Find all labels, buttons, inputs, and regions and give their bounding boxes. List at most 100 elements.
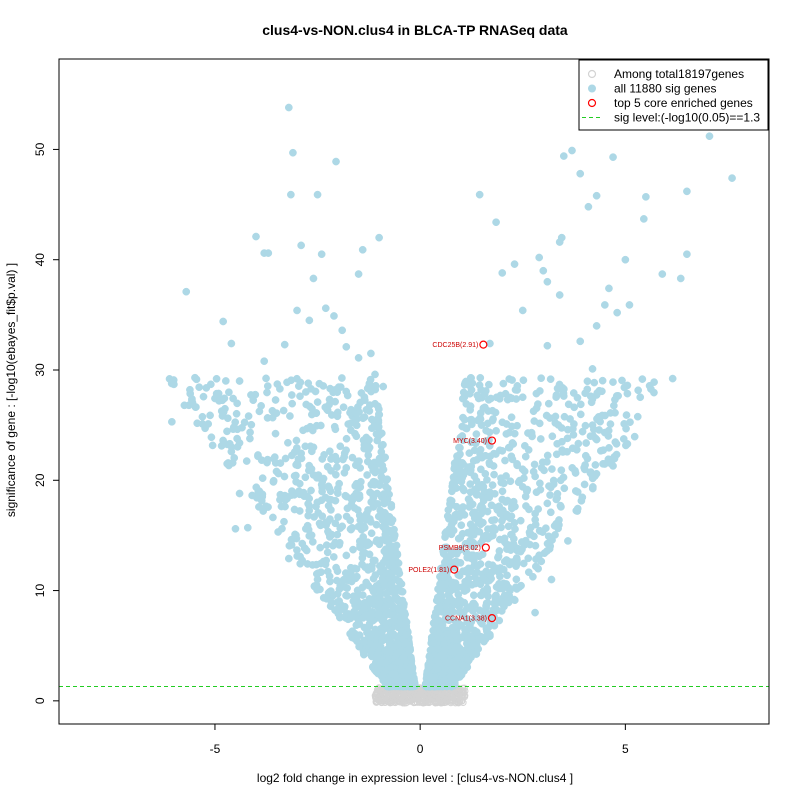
sig-point [195, 383, 204, 392]
sig-point [430, 620, 439, 629]
sig-point [492, 503, 501, 512]
sig-point [658, 270, 667, 278]
sig-point [536, 527, 545, 535]
core-gene-label: CDC25B(2.91) [432, 342, 478, 349]
sig-point [571, 487, 580, 495]
sig-point [522, 502, 530, 510]
sig-point [546, 508, 555, 517]
sig-point [474, 518, 483, 527]
sig-point [365, 436, 373, 444]
plot-frame [58, 58, 770, 725]
sig-point [325, 588, 334, 596]
sig-point [497, 478, 506, 487]
sig-point [509, 534, 518, 543]
sig-point [401, 631, 410, 639]
sig-point [396, 666, 405, 674]
sig-point [339, 403, 348, 412]
sig-point [354, 522, 363, 531]
sig-point [621, 255, 630, 264]
sig-point [477, 483, 486, 491]
sig-point [287, 391, 296, 399]
sig-point [446, 610, 455, 618]
sig-point [480, 608, 489, 617]
sig-point [592, 322, 601, 330]
sig-point [375, 600, 383, 609]
sig-point [269, 478, 278, 486]
core-gene-point [479, 340, 488, 349]
core-gene-point [450, 565, 459, 574]
sig-point [281, 502, 289, 511]
sig-point [449, 526, 458, 535]
sig-point [305, 494, 314, 503]
sig-point [591, 461, 600, 469]
sig-point [355, 631, 364, 639]
sig-point [557, 233, 566, 242]
sig-point [448, 487, 456, 496]
core-gene-point [487, 614, 497, 623]
sig-point [518, 465, 527, 474]
sig-point [271, 459, 280, 467]
sig-point [255, 407, 264, 416]
sig-point [244, 412, 253, 420]
sig-point [458, 422, 467, 431]
sig-point [387, 581, 396, 589]
sig-point [258, 474, 267, 483]
sig-point [298, 539, 307, 548]
sig-point [510, 518, 519, 527]
sig-point [351, 482, 360, 490]
sig-point [323, 548, 332, 557]
sig-point [496, 572, 504, 581]
sig-point [305, 461, 314, 470]
sig-point [467, 438, 476, 447]
sig-point [293, 306, 301, 315]
sig-point [387, 503, 396, 511]
sig-point [581, 421, 590, 430]
sig-point [467, 567, 475, 576]
sig-point [342, 342, 351, 351]
sig-point [459, 608, 468, 617]
sig-point [406, 653, 415, 662]
sig-point [269, 513, 277, 522]
sig-point [531, 472, 539, 481]
sig-point [439, 547, 448, 556]
sig-point [296, 559, 305, 568]
sig-point [312, 560, 321, 569]
sig-point [492, 218, 500, 227]
sig-point [545, 545, 554, 553]
sig-point [336, 613, 344, 622]
sig-point [235, 489, 244, 498]
sig-point [569, 425, 577, 433]
sig-point [260, 357, 269, 366]
sig-point [350, 564, 359, 573]
sig-point [552, 519, 561, 528]
sig-point [271, 396, 280, 404]
sig-point [473, 391, 482, 400]
sig-point [598, 376, 607, 385]
sig-point [447, 648, 455, 657]
legend-label: Among total18197genes [614, 67, 744, 81]
sig-point [323, 462, 332, 471]
sig-point [482, 589, 491, 597]
sig-point [254, 452, 262, 461]
sig-point [466, 480, 475, 488]
sig-point [223, 459, 231, 468]
sig-point [363, 471, 371, 479]
sig-point [497, 607, 506, 615]
sig-point [380, 496, 389, 505]
nonsig-point [428, 692, 436, 700]
nonsig-point [454, 694, 462, 702]
sig-point [557, 466, 566, 475]
sig-point [343, 504, 352, 513]
sig-point [446, 587, 455, 595]
sig-point [235, 377, 244, 385]
sig-point [476, 373, 485, 382]
plot-marks: CDC25B(2.91) MYC(3.40) PSMB9(3.02) POLE2(1.… [59, 103, 769, 707]
sig-point [332, 470, 340, 479]
sig-point [317, 480, 326, 489]
sig-point [676, 274, 685, 283]
sig-point [531, 520, 540, 529]
sig-point [303, 560, 312, 568]
sig-point [461, 625, 469, 634]
nonsig-point [458, 687, 466, 695]
sig-point [520, 441, 529, 450]
